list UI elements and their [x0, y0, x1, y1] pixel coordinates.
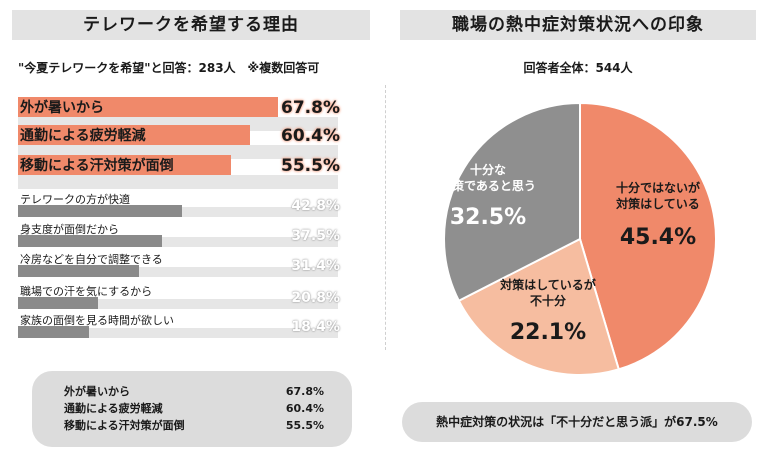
bar-track: [18, 175, 338, 189]
bar-row: 移動による汗対策が面倒 55.5%: [18, 155, 340, 189]
bar-category-label: 通勤による疲労軽減: [20, 128, 146, 144]
bar-value-label: 31.4%: [291, 258, 340, 274]
summary-value: 60.4%: [285, 402, 324, 415]
reasons-bar-chart: 外が暑いから 67.8% 通勤による疲労軽減 60.4% 移動による汗対策が面倒 55.5…: [0, 0, 385, 360]
summary-value: 67.8%: [285, 385, 324, 398]
bar-value-label: 67.8%: [281, 98, 340, 118]
bar-track: [18, 267, 338, 277]
bar-category-label: 身支度が面倒だから: [20, 223, 119, 236]
left-panel-title: テレワークを希望する理由: [12, 10, 370, 40]
pie-slice-value: 45.4%: [620, 225, 696, 250]
pie-slice: [457, 237, 621, 376]
right-panel-subtitle: 回答者全体：544人: [523, 61, 633, 75]
bar-fill: [18, 297, 98, 309]
bar-fill: [18, 155, 232, 175]
pie-slice-label: 対策はしているが: [499, 277, 596, 292]
pie-slice-label: 十分な: [470, 162, 506, 177]
bar-fill: [18, 205, 183, 217]
summary-row: 外が暑いから 67.8%: [64, 385, 324, 399]
bar-value-label: 37.5%: [291, 228, 340, 244]
bar-fill: [18, 326, 89, 338]
top-reasons-summary-box: 外が暑いから 67.8% 通勤による疲労軽減 60.4% 移動による汗対策が面倒…: [32, 371, 352, 447]
bar-value-label: 60.4%: [281, 126, 340, 146]
pie-slice-label: 十分ではないが: [616, 180, 700, 195]
pie-slice-label: 対策であると思う: [439, 178, 536, 193]
bar-value-label: 55.5%: [281, 156, 340, 176]
bar-category-label: 冷房などを自分で調整できる: [20, 253, 163, 266]
bar-row: 通勤による疲労軽減 60.4%: [18, 125, 340, 159]
bar-fill: [18, 97, 279, 117]
bar-fill: [18, 125, 250, 145]
bar-track: [18, 237, 338, 247]
bar-track: [18, 299, 338, 309]
bar-row: 外が暑いから 67.8%: [18, 97, 340, 131]
bar-row: 家族の面倒を見る時間が欲しい 18.4%: [18, 314, 340, 340]
pie-slice-value: 22.1%: [510, 320, 586, 345]
pie-slice-value: 32.5%: [450, 205, 526, 230]
bar-track: [18, 328, 338, 338]
bar-fill: [18, 235, 162, 247]
conclusion-footer: 熱中症対策の状況は「不十分だと思う派」が67.5%: [402, 402, 752, 442]
summary-value: 55.5%: [285, 419, 324, 432]
bar-fill: [18, 265, 139, 277]
left-panel-subtitle: "今夏テレワークを希望"と回答：283人 ※複数回答可: [18, 61, 320, 75]
bar-value-label: 42.8%: [291, 198, 340, 214]
bar-category-label: 移動による汗対策が面倒: [20, 158, 174, 174]
bar-row: 冷房などを自分で調整できる 31.4%: [18, 253, 340, 279]
summary-row: 移動による汗対策が面倒 55.5%: [64, 419, 324, 433]
pie-slice-label: 対策はしている: [615, 196, 700, 211]
bar-row: 身支度が面倒だから 37.5%: [18, 223, 340, 249]
bar-value-label: 20.8%: [291, 290, 340, 306]
pie-slice: [579, 101, 717, 371]
right-panel-title: 職場の熱中症対策状況への印象: [400, 10, 756, 40]
pie-slice-label: 不十分: [530, 293, 566, 308]
summary-label: 移動による汗対策が面倒: [64, 419, 185, 432]
bar-row: テレワークの方が快適 42.8%: [18, 193, 340, 219]
bar-category-label: テレワークの方が快適: [20, 193, 130, 206]
pie-slice: [443, 101, 581, 303]
measures-pie-chart: 十分ではないが 対策はしている 45.4% 対策はしているが 不十分 22.1% 十分な 対策…: [430, 94, 730, 384]
panel-divider: [385, 85, 386, 350]
bar-value-label: 18.4%: [291, 319, 340, 335]
bar-category-label: 外が暑いから: [20, 100, 104, 116]
bar-category-label: 家族の面倒を見る時間が欲しい: [20, 314, 174, 327]
summary-label: 通勤による疲労軽減: [64, 402, 163, 415]
summary-row: 通勤による疲労軽減 60.4%: [64, 402, 324, 416]
bar-row: 職場での汗を気にするから 20.8%: [18, 285, 340, 311]
bar-category-label: 職場での汗を気にするから: [20, 285, 153, 298]
summary-label: 外が暑いから: [64, 385, 130, 398]
